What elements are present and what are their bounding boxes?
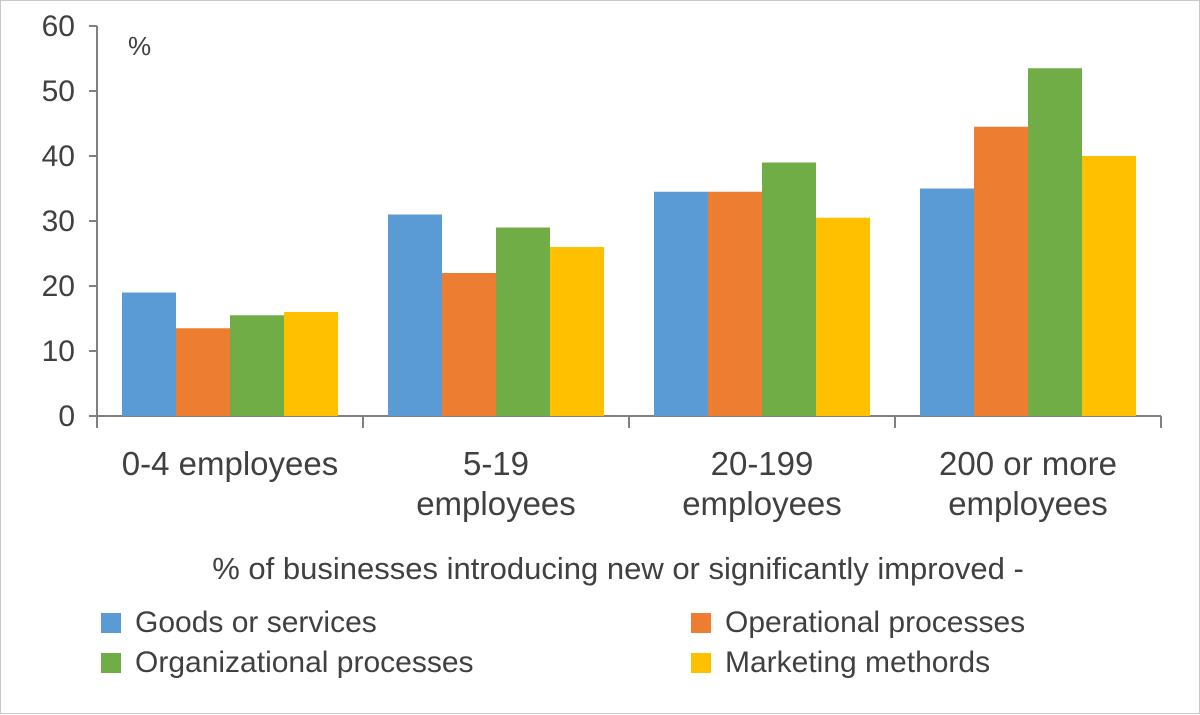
bar-operational-processes-1 [176,328,230,416]
x-category-label: 20-199 employees [682,445,842,522]
bar-organizational-processes-2 [496,227,550,416]
y-tick-label: 50 [42,75,75,108]
bar-goods-or-services-2 [388,214,442,416]
bar-marketing-methords-2 [550,247,604,416]
bar-organizational-processes-1 [230,315,284,416]
legend: Goods or services Operational processes Or… [101,606,1025,679]
bar-operational-processes-2 [442,273,496,416]
legend-swatch-goods-or-services [101,613,121,633]
legend-label-operational-processes: Operational processes [725,606,1025,639]
y-tick-label: 0 [58,400,75,433]
bars [122,68,1136,416]
x-category-label: 5-19 employees [416,445,576,522]
bar-goods-or-services-4 [920,188,974,416]
bar-marketing-methords-1 [284,312,338,416]
bar-organizational-processes-3 [762,162,816,416]
legend-label-marketing-methords: Marketing methords [725,646,990,679]
bar-goods-or-services-3 [654,191,708,416]
x-category-label: 0-4 employees [122,445,338,482]
bar-operational-processes-4 [974,126,1028,416]
y-tick-label: 30 [42,205,75,238]
legend-label-organizational-processes: Organizational processes [135,646,474,679]
y-tick-label: 60 [42,10,75,43]
y-unit-label: % [128,31,151,61]
labels: 0 10 20 30 40 50 60 0-4 employees 5-19 employees 2… [42,10,1117,522]
y-tick-label: 10 [42,335,75,368]
y-tick-label: 40 [42,140,75,173]
legend-swatch-organizational-processes [101,653,121,673]
bar-marketing-methords-3 [816,217,870,416]
chart-caption: % of businesses introducing new or signi… [212,551,1024,586]
bar-organizational-processes-4 [1028,68,1082,416]
bar-goods-or-services-1 [122,292,176,416]
bar-operational-processes-3 [708,191,762,416]
bar-marketing-methords-4 [1082,156,1136,416]
legend-swatch-operational-processes [691,613,711,633]
legend-swatch-marketing-methords [691,653,711,673]
x-category-label: 200 or more employees [939,445,1117,522]
legend-label-goods-or-services: Goods or services [135,606,377,639]
y-tick-label: 20 [42,270,75,303]
